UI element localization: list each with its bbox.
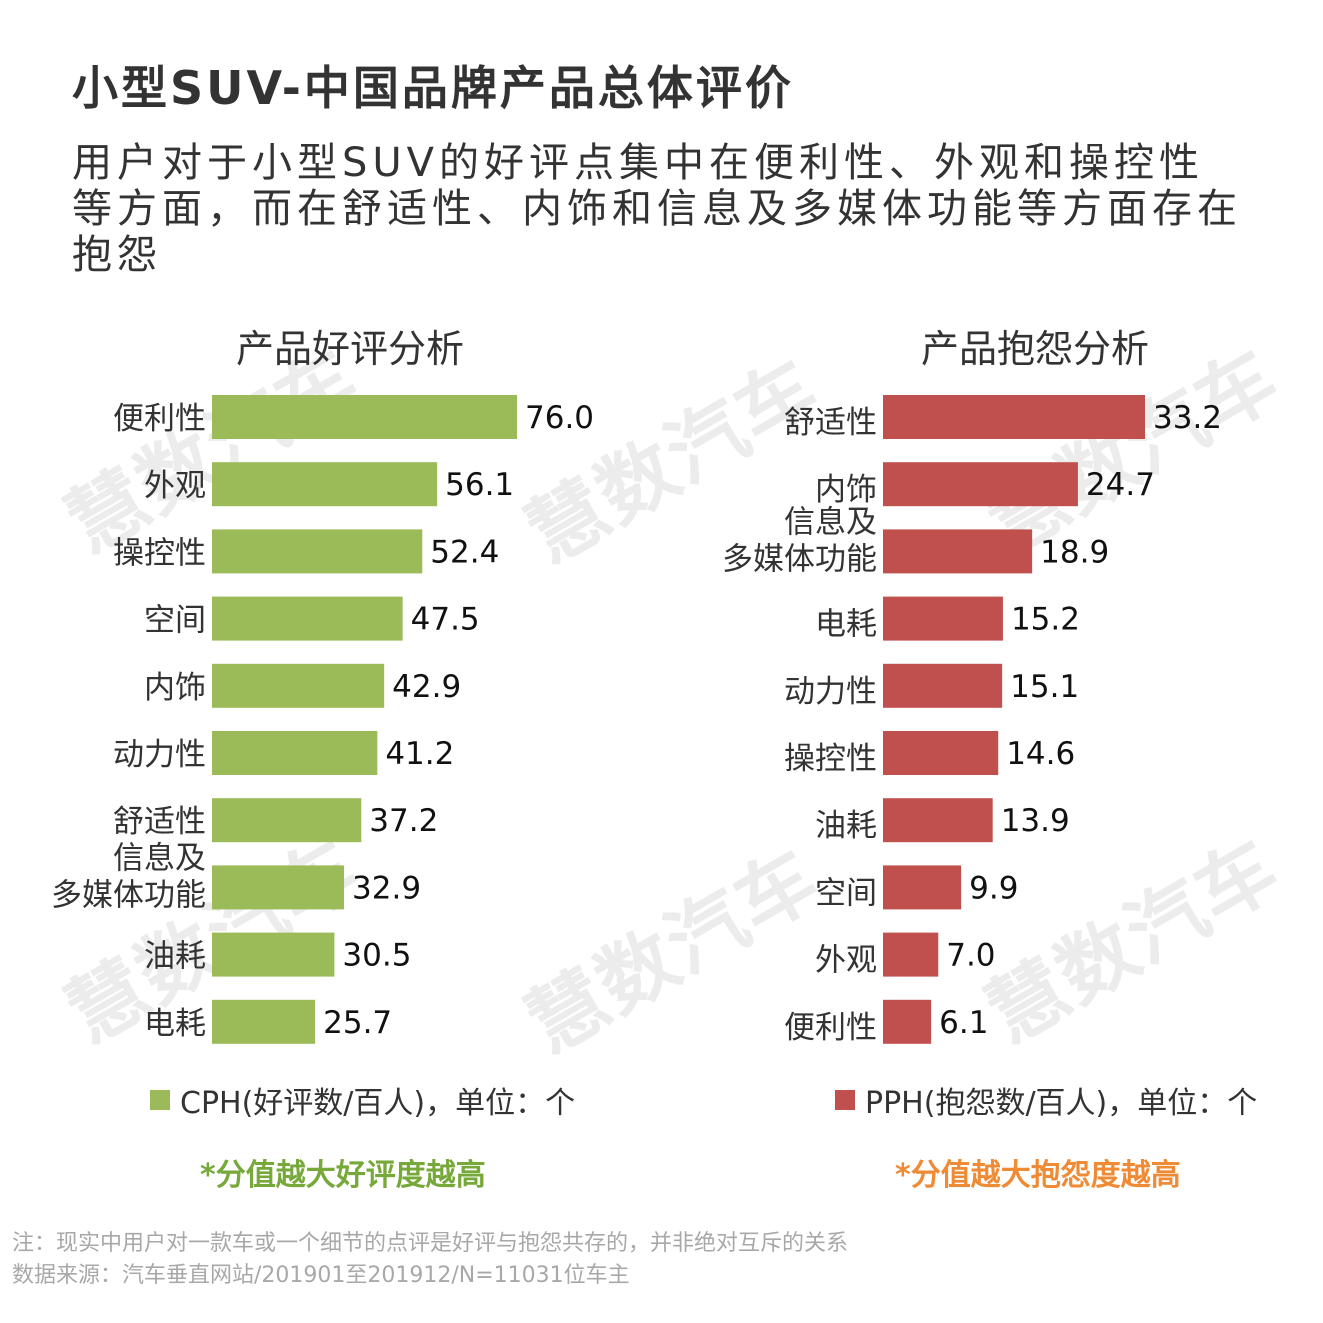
- positive-bar: [212, 932, 335, 977]
- positive-category-label: 动力性: [113, 737, 206, 773]
- positive-value-label: 41.2: [385, 736, 454, 772]
- negative-bar: [883, 596, 1003, 641]
- positive-bar: [212, 865, 345, 910]
- negative-value-label: 18.9: [1040, 534, 1109, 570]
- legend-negative: PPH(抱怨数/百人)，单位：个: [835, 1078, 1257, 1122]
- positive-value-label: 25.7: [323, 1005, 392, 1041]
- positive-bar: [212, 663, 385, 708]
- negative-bar: [883, 932, 939, 977]
- positive-bar: [212, 596, 403, 641]
- positive-bar: [212, 798, 362, 843]
- positive-category-label: 空间: [144, 603, 206, 639]
- page-subtitle: 用户对于小型SUV的好评点集中在便利性、外观和操控性等方面，而在舒适性、内饰和信…: [72, 140, 1242, 278]
- negative-category-label: 动力性: [784, 674, 877, 710]
- negative-bar: [883, 663, 1003, 708]
- positive-bar: [212, 529, 423, 574]
- positive-value-label: 30.5: [342, 938, 411, 974]
- negative-bar: [883, 999, 932, 1044]
- positive-category-label: 便利性: [113, 401, 206, 437]
- legend-swatch-negative: [835, 1090, 855, 1110]
- negative-category-label: 油耗: [815, 808, 877, 844]
- positive-value-label: 47.5: [411, 602, 480, 638]
- positive-value-label: 56.1: [445, 467, 514, 503]
- legend-label-positive: CPH(好评数/百人)，单位：个: [180, 1086, 576, 1121]
- positive-category-label: 电耗: [144, 1006, 206, 1042]
- positive-value-label: 76.0: [525, 400, 594, 436]
- positive-bar: [212, 999, 316, 1044]
- positive-category-label: 外观: [144, 468, 206, 504]
- negative-value-label: 7.0: [946, 938, 995, 974]
- chart-title-negative: 产品抱怨分析: [920, 327, 1149, 371]
- legend-swatch-positive: [150, 1090, 170, 1110]
- positive-value-label: 42.9: [392, 669, 461, 705]
- positive-bar: [212, 462, 438, 507]
- footer-source: 数据来源：汽车垂直网站/201901至201912/N=11031位车主: [12, 1263, 630, 1288]
- negative-bar: [883, 798, 993, 843]
- negative-bar: [883, 529, 1033, 574]
- negative-value-label: 33.2: [1153, 400, 1222, 436]
- legend-positive: CPH(好评数/百人)，单位：个: [150, 1078, 575, 1122]
- negative-category-label: 电耗: [815, 607, 877, 643]
- chart-negative-plot: 33.2 舒适性 24.7 内饰 18.9 信息及多媒体功能 15.2 电耗 15.1 动力性 14…: [722, 395, 1222, 1046]
- positive-category-label: 内饰: [144, 670, 206, 706]
- legend-label-negative: PPH(抱怨数/百人)，单位：个: [865, 1086, 1258, 1121]
- negative-category-label: 便利性: [784, 1010, 877, 1046]
- negative-category-label: 外观: [815, 943, 877, 979]
- negative-category-label: 信息及多媒体功能: [722, 504, 877, 577]
- negative-bar: [883, 462, 1078, 507]
- negative-value-label: 15.1: [1010, 669, 1079, 705]
- negative-category-label: 空间: [815, 875, 877, 911]
- negative-category-label: 内饰: [815, 472, 877, 508]
- bar-charts: 76.0便利性56.1外观52.4操控性47.5空间42.9内饰41.2动力性3…: [51, 395, 1222, 1046]
- positive-value-label: 37.2: [369, 803, 438, 839]
- negative-category-label: 舒适性: [784, 405, 877, 441]
- negative-value-label: 24.7: [1086, 467, 1155, 503]
- positive-bar: [212, 395, 517, 439]
- negative-value-label: 15.2: [1011, 602, 1080, 638]
- negative-bar: [883, 731, 999, 775]
- negative-bar: [883, 395, 1145, 439]
- positive-category-label: 舒适性: [113, 804, 206, 840]
- footer: 注：现实中用户对一款车或一个细节的点评是好评与抱怨共存的，并非绝对互斥的关系 数…: [12, 1228, 848, 1292]
- positive-category-label: 油耗: [144, 939, 206, 975]
- negative-bar: [883, 865, 962, 910]
- positive-bar: [212, 731, 378, 775]
- footer-note: 注：现实中用户对一款车或一个细节的点评是好评与抱怨共存的，并非绝对互斥的关系: [12, 1231, 849, 1256]
- positive-value-label: 32.9: [352, 870, 421, 906]
- page-title: 小型SUV-中国品牌产品总体评价: [72, 61, 794, 115]
- negative-value-label: 14.6: [1006, 736, 1075, 772]
- negative-value-label: 9.9: [969, 870, 1018, 906]
- chart-positive-plot: 76.0 便利性 56.1 外观 52.4 操控性 47.5 空间 42.9 内饰 41.2 动力性 3…: [51, 395, 594, 1044]
- negative-value-label: 13.9: [1001, 803, 1070, 839]
- positive-category-label: 信息及多媒体功能: [51, 840, 206, 913]
- positive-category-label: 操控性: [113, 535, 206, 571]
- note-negative: *分值越大抱怨度越高: [895, 1158, 1181, 1193]
- negative-value-label: 6.1: [939, 1005, 988, 1041]
- note-positive: *分值越大好评度越高: [200, 1158, 486, 1193]
- negative-category-label: 操控性: [784, 741, 877, 777]
- positive-value-label: 52.4: [430, 534, 499, 570]
- chart-title-positive: 产品好评分析: [235, 327, 464, 371]
